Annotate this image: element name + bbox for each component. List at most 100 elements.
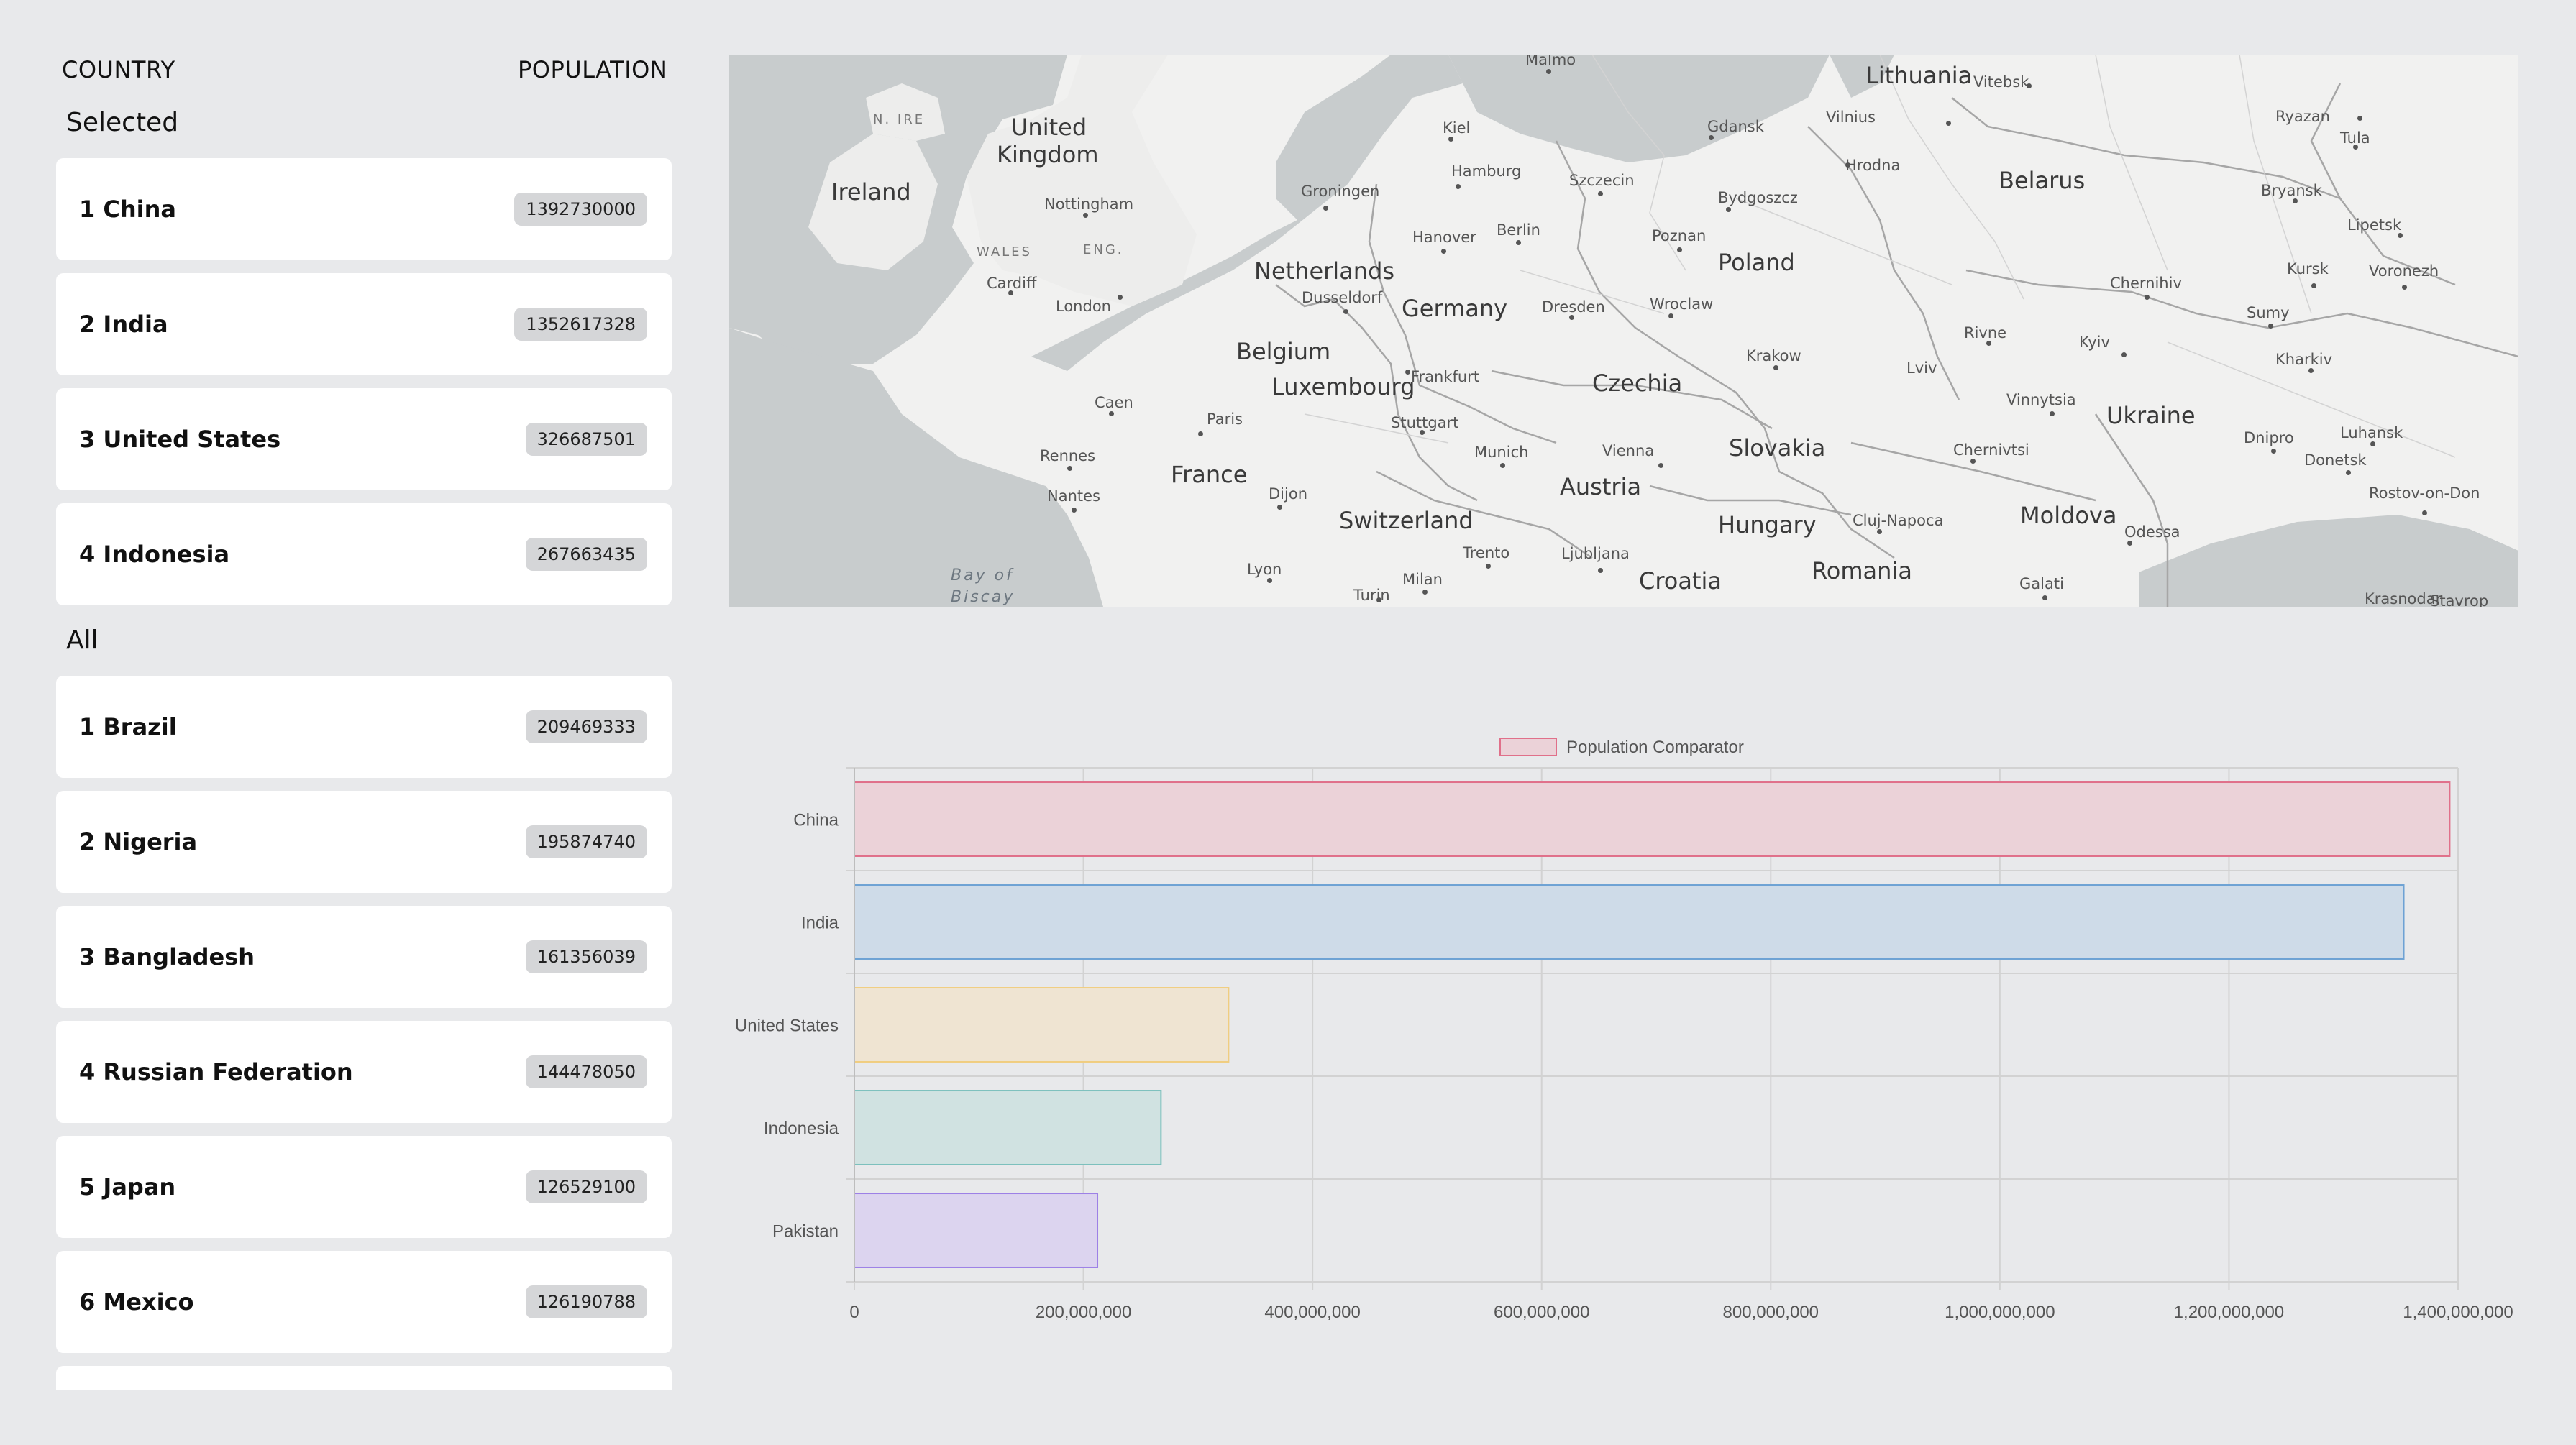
legend-swatch [1499, 738, 1557, 756]
city-label: Dresden [1542, 298, 1605, 316]
city-marker [2398, 233, 2403, 238]
column-header-country[interactable]: COUNTRY [62, 56, 175, 83]
y-category-label: United States [735, 1017, 839, 1036]
city-label: Ljubljana [1561, 545, 1630, 562]
city-marker [1726, 207, 1731, 212]
country-label: Czechia [1592, 370, 1683, 397]
selected-country-card[interactable]: 3 United States 326687501 [56, 388, 672, 490]
selected-country-card[interactable]: 4 Indonesia 267663435 [56, 503, 672, 605]
city-label: Paris [1207, 410, 1243, 428]
city-label: Odessa [2124, 523, 2180, 541]
country-label: Switzerland [1339, 507, 1474, 534]
city-marker [2268, 324, 2273, 329]
city-marker [1067, 466, 1072, 471]
city-label: Vinnytsia [2006, 391, 2076, 408]
all-section-title: All [66, 625, 99, 655]
city-label: Donetsk [2304, 451, 2367, 469]
city-marker [1986, 341, 1991, 346]
column-header-population[interactable]: POPULATION [518, 56, 668, 83]
city-label: Malmo [1525, 55, 1576, 68]
city-marker [1405, 370, 1410, 375]
country-card[interactable]: 4 Russian Federation 144478050 [56, 1021, 672, 1123]
country-label: Ukraine [2106, 402, 2196, 429]
city-label: Chernivtsi [1953, 441, 2029, 459]
x-tick-label: 200,000,000 [1036, 1303, 1131, 1322]
x-tick-label: 1,400,000,000 [2403, 1303, 2513, 1322]
bar-united-states [854, 987, 1230, 1063]
population-badge: 267663435 [525, 538, 647, 571]
city-marker [2121, 352, 2127, 357]
city-marker [1946, 121, 1951, 126]
city-label: Rostov-on-Don [2369, 485, 2480, 502]
x-tick-label: 600,000,000 [1494, 1303, 1589, 1322]
city-marker [1970, 459, 1976, 464]
x-tick-label: 1,000,000,000 [1945, 1303, 2055, 1322]
city-label: London [1056, 298, 1111, 315]
city-label: Dusseldorf [1302, 289, 1383, 306]
selected-country-card[interactable]: 1 China 1392730000 [56, 158, 672, 260]
city-marker [1486, 564, 1491, 569]
country-label: Croatia [1639, 567, 1722, 595]
city-marker [2346, 470, 2351, 475]
x-tick-label: 1,200,000,000 [2174, 1303, 2284, 1322]
city-marker [2293, 198, 2298, 203]
city-label: Munich [1474, 444, 1529, 461]
country-label: 3 United States [79, 426, 281, 453]
country-label: Romania [1812, 557, 1912, 584]
city-marker [2422, 510, 2427, 515]
country-label: France [1171, 461, 1248, 488]
population-badge: 126529100 [525, 1170, 647, 1203]
city-label: Ryazan [2275, 108, 2330, 125]
population-badge: 161356039 [525, 940, 647, 973]
bar-india [854, 884, 2405, 960]
legend-label: Population Comparator [1566, 738, 1744, 757]
country-label: Germany [1402, 295, 1508, 322]
city-label: Frankfurt [1411, 368, 1480, 385]
country-card[interactable]: 2 Nigeria 195874740 [56, 791, 672, 893]
city-label: Bryansk [2261, 182, 2322, 199]
country-card[interactable]: 3 Bangladesh 161356039 [56, 906, 672, 1008]
city-label: Lviv [1906, 359, 1937, 377]
city-label: Voronezh [2369, 262, 2439, 280]
country-card[interactable]: 1 Brazil 209469333 [56, 676, 672, 778]
country-label: Luxembourg [1271, 373, 1415, 400]
population-chart: Population Comparator 0 200,000,000 400,000… [719, 719, 2576, 1352]
city-label: Berlin [1497, 221, 1540, 239]
city-label: Vienna [1602, 442, 1655, 459]
map-view[interactable]: United Kingdom Ireland Netherlands Germany Be… [729, 55, 2518, 607]
population-badge: 126190788 [525, 1285, 647, 1318]
country-list-scroll[interactable]: COUNTRY POPULATION Selected 1 China 13927… [0, 0, 719, 1390]
region-label: N. IRE [873, 112, 926, 127]
list-item-partial[interactable] [56, 1366, 672, 1390]
y-category-label: China [793, 811, 839, 830]
country-label: 4 Russian Federation [79, 1058, 353, 1086]
country-label: Ireland [831, 178, 911, 206]
city-marker [1083, 213, 1088, 218]
city-marker [1072, 508, 1077, 513]
country-label: Austria [1560, 473, 1642, 500]
bar-pakistan [854, 1193, 1099, 1268]
country-card[interactable]: 5 Japan 126529100 [56, 1136, 672, 1238]
city-marker [1277, 505, 1282, 510]
city-label: Bydgoszcz [1718, 189, 1798, 206]
country-label: Poland [1718, 249, 1795, 276]
city-label: Szczecin [1569, 172, 1635, 189]
population-badge: 209469333 [525, 710, 647, 743]
city-marker [2311, 283, 2316, 288]
selected-country-card[interactable]: 2 India 1352617328 [56, 273, 672, 375]
country-label: Belarus [1999, 167, 2086, 194]
city-label: Sumy [2247, 304, 2290, 321]
city-label: Cluj-Napoca [1853, 512, 1944, 529]
city-label: Lyon [1247, 561, 1282, 578]
city-label: Rennes [1040, 447, 1096, 464]
city-label: Nantes [1047, 487, 1100, 505]
city-marker [1773, 365, 1778, 370]
city-label: Vilnius [1826, 109, 1876, 126]
bar-china [854, 781, 2451, 857]
country-label: 5 Japan [79, 1173, 176, 1201]
country-label: Netherlands [1254, 257, 1395, 285]
city-label: Kharkiv [2275, 351, 2333, 368]
city-label: Vitebsk [1973, 73, 2029, 91]
country-card[interactable]: 6 Mexico 126190788 [56, 1251, 672, 1353]
city-marker [1376, 597, 1381, 602]
